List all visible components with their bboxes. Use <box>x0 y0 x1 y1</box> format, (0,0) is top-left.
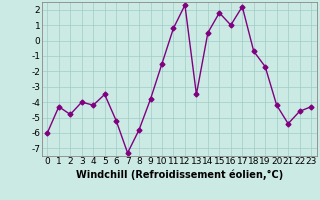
X-axis label: Windchill (Refroidissement éolien,°C): Windchill (Refroidissement éolien,°C) <box>76 169 283 180</box>
